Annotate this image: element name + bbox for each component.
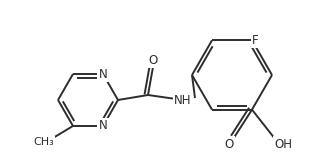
Text: O: O [148, 54, 158, 67]
Text: N: N [99, 119, 107, 133]
Text: CH₃: CH₃ [33, 137, 54, 147]
Text: O: O [225, 138, 234, 151]
Text: NH: NH [174, 94, 192, 106]
Text: OH: OH [274, 138, 292, 151]
Text: F: F [252, 34, 259, 47]
Text: N: N [99, 68, 107, 81]
